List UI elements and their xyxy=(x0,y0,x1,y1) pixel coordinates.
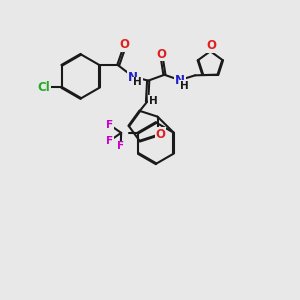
Text: H: H xyxy=(133,77,142,87)
Text: O: O xyxy=(119,38,129,51)
Text: N: N xyxy=(128,70,138,84)
Text: N: N xyxy=(175,74,185,87)
Text: F: F xyxy=(117,141,124,152)
Text: H: H xyxy=(149,96,158,106)
Text: O: O xyxy=(155,128,166,141)
Text: F: F xyxy=(106,136,113,146)
Text: H: H xyxy=(180,81,189,91)
Text: O: O xyxy=(157,48,166,61)
Text: F: F xyxy=(106,120,113,130)
Text: O: O xyxy=(206,39,216,52)
Text: Cl: Cl xyxy=(37,81,50,94)
